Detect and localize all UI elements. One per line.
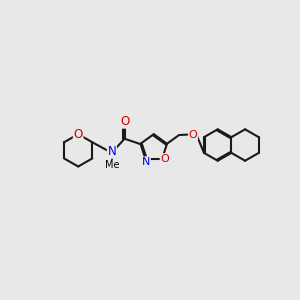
Text: O: O — [120, 115, 129, 128]
Text: N: N — [107, 145, 116, 158]
Text: O: O — [189, 130, 197, 140]
Text: O: O — [74, 128, 83, 141]
Text: Me: Me — [105, 160, 120, 170]
Text: O: O — [160, 154, 169, 164]
Text: N: N — [142, 157, 150, 167]
